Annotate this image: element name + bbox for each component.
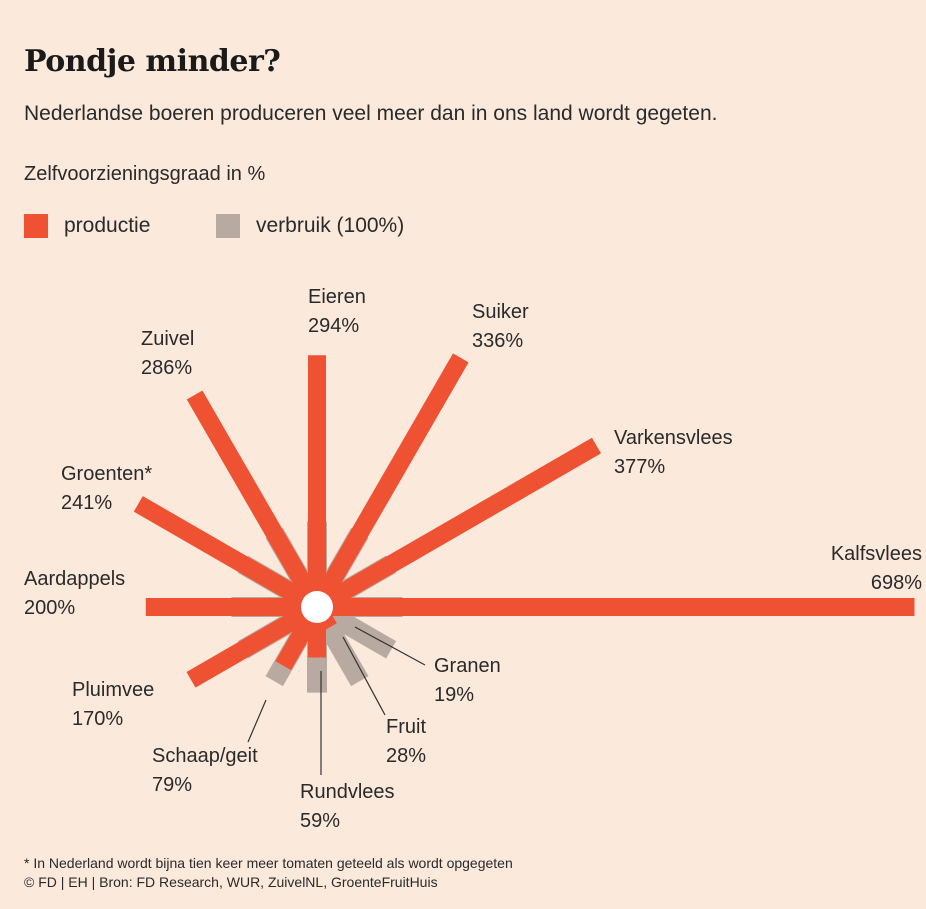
value-label-kalfsvlees: 698% <box>871 572 922 594</box>
production-bar-eieren <box>308 355 326 607</box>
leader-line-granen <box>354 626 426 666</box>
category-labels: Kalfsvlees 698% Varkensvlees 377% Suiker 336%… <box>24 286 922 832</box>
category-label-pluimvee: Pluimvee <box>72 679 154 701</box>
category-label-granen: Granen <box>434 655 501 677</box>
value-label-rundvlees: 59% <box>300 810 340 832</box>
category-label-eieren: Eieren <box>308 286 366 308</box>
leader-line-schaap-geit <box>247 699 267 743</box>
legend-swatch-production <box>24 214 48 238</box>
production-bars <box>133 353 915 688</box>
chart-title: Pondje minder? <box>24 44 281 79</box>
source-credit: © FD | EH | Bron: FD Research, WUR, Zuiv… <box>24 874 438 890</box>
legend-label-consumption: verbruik (100%) <box>256 214 405 237</box>
production-bar-kalfsvlees <box>317 598 915 616</box>
production-bar-suiker <box>309 353 469 612</box>
category-label-zuivel: Zuivel <box>141 328 194 350</box>
production-bar-zuivel <box>186 390 325 612</box>
value-label-groenten: 241% <box>61 492 112 514</box>
legend-label-production: productie <box>64 214 151 237</box>
leader-line-fruit <box>342 636 386 716</box>
production-bar-varkensvlees <box>312 437 601 615</box>
center-circle <box>301 591 333 623</box>
chart-subtitle: Nederlandse boeren produceren veel meer … <box>24 102 718 125</box>
value-label-granen: 19% <box>434 684 474 706</box>
production-bar-pluimvee <box>186 599 322 688</box>
category-label-varkensvlees: Varkensvlees <box>614 427 733 449</box>
value-label-pluimvee: 170% <box>72 708 123 730</box>
unit-label: Zelfvoorzieningsgraad in % <box>24 163 266 185</box>
legend-item-consumption: verbruik (100%) <box>216 212 404 240</box>
value-label-fruit: 28% <box>386 745 426 767</box>
category-label-aardappels: Aardappels <box>24 568 125 590</box>
legend-swatch-consumption <box>216 214 240 238</box>
value-label-aardappels: 200% <box>24 597 75 619</box>
category-label-kalfsvlees: Kalfsvlees <box>831 543 922 565</box>
category-label-rundvlees: Rundvlees <box>300 781 395 803</box>
category-label-fruit: Fruit <box>386 716 426 738</box>
production-bar-groenten <box>133 496 322 615</box>
value-label-eieren: 294% <box>308 315 359 337</box>
value-label-varkensvlees: 377% <box>614 456 665 478</box>
value-label-zuivel: 286% <box>141 357 192 379</box>
category-label-groenten: Groenten* <box>61 463 152 485</box>
leader-lines <box>247 626 426 775</box>
value-label-schaap-geit: 79% <box>152 774 192 796</box>
category-label-schaap-geit: Schaap/geit <box>152 745 258 767</box>
value-label-suiker: 336% <box>472 330 523 352</box>
category-label-suiker: Suiker <box>472 301 529 323</box>
production-bar-aardappels <box>145 598 317 616</box>
legend-item-production: productie <box>24 212 150 240</box>
footnote: * In Nederland wordt bijna tien keer mee… <box>24 855 513 871</box>
